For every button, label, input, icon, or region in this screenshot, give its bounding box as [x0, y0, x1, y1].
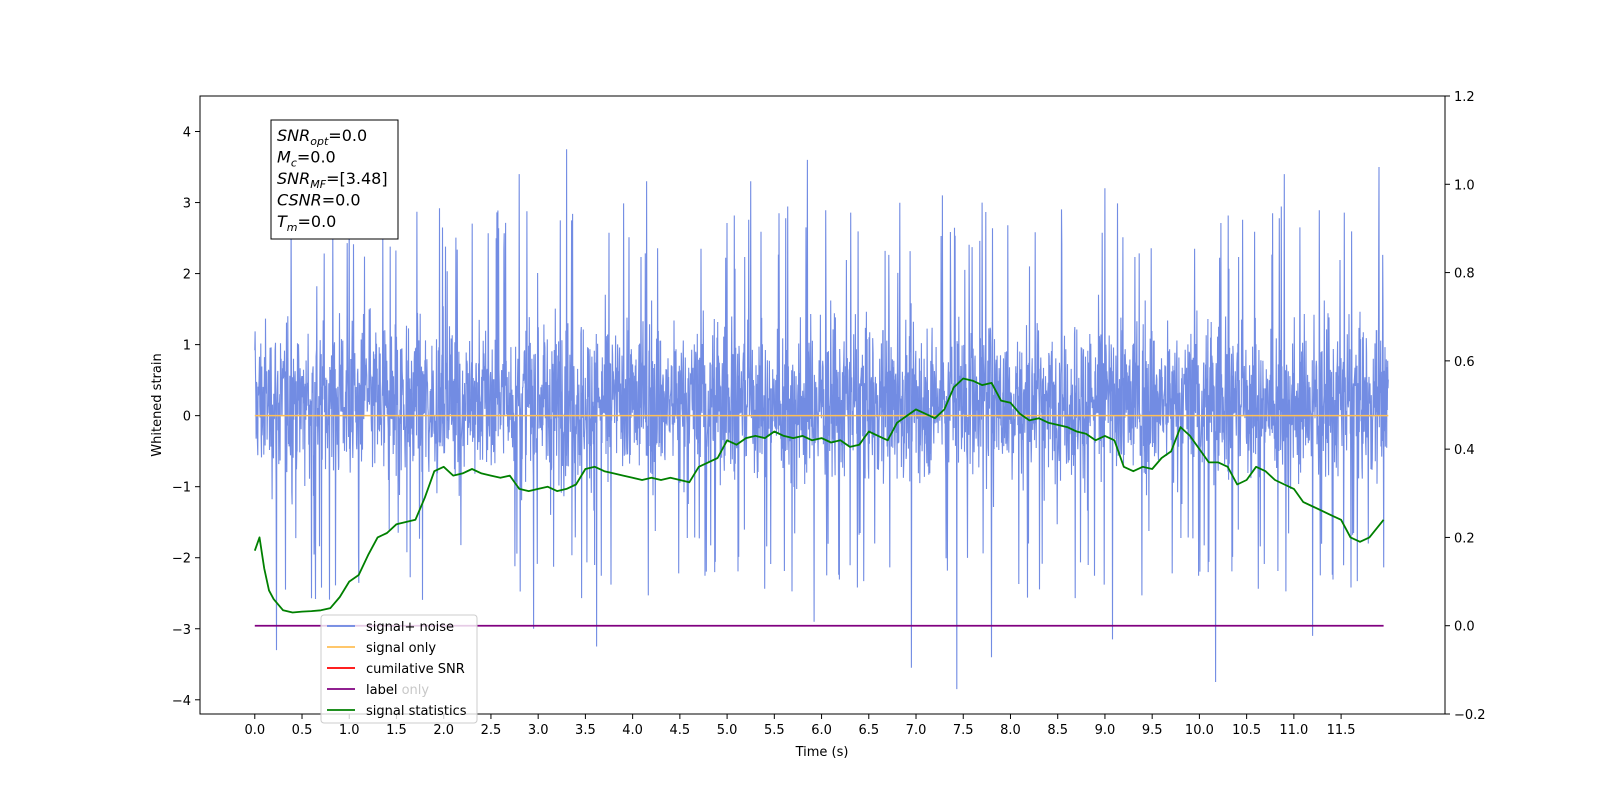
- y-axis-ticks: −4 −3 −2 −1 0 1 2 3 4: [172, 126, 200, 709]
- x-tick-label: 8.5: [1047, 723, 1068, 738]
- x-axis-ticks: 0.0 0.5 1.0 1.5 2.0 2.5 3.0 3.5 4.0 4.5 5.0 5.5 6.0 6…: [244, 714, 1356, 738]
- x-tick-label: 1.5: [386, 723, 407, 738]
- annotation-line: Tm=0.0: [277, 212, 336, 234]
- y-tick-label: 0: [183, 410, 191, 425]
- y-tick-label: 2: [183, 268, 191, 283]
- x-tick-label: 3.5: [575, 723, 596, 738]
- x-tick-label: 8.0: [1000, 723, 1021, 738]
- y2-tick-label: 0.0: [1454, 620, 1475, 635]
- legend-label: label: [366, 683, 397, 698]
- annotation-symbol: M: [277, 148, 291, 167]
- annotation-value: =0.0: [297, 148, 336, 167]
- x-tick-label: 10.0: [1185, 723, 1214, 738]
- annotation-line: SNRopt=0.0: [277, 126, 367, 148]
- annotation-symbol: CSNR: [277, 191, 322, 210]
- x-tick-label: 6.0: [811, 723, 832, 738]
- x-tick-label: 0.0: [244, 723, 265, 738]
- signal-statistics-line: [253, 377, 1385, 614]
- y-axis-label: Whitened strain: [150, 353, 165, 456]
- annotation-lines: SNRopt=0.0Mc=0.0SNRMF=[3.48]CSNR=0.0Tm=0…: [277, 126, 388, 234]
- x-tick-label: 11.0: [1279, 723, 1308, 738]
- signal-noise-trace: [254, 149, 1389, 690]
- annotation-symbol: SNR: [277, 169, 310, 188]
- annotation-value: =[3.48]: [326, 169, 388, 188]
- annotation-value: =0.0: [328, 126, 367, 145]
- annotation-line: SNRMF=[3.48]: [277, 169, 388, 191]
- x-tick-label: 7.0: [906, 723, 927, 738]
- y-tick-label: −1: [172, 481, 191, 496]
- x-tick-label: 4.0: [622, 723, 643, 738]
- annotation-subscript: opt: [310, 135, 329, 148]
- y2-axis-ticks: −0.2 0.0 0.2 0.4 0.6 0.8 1.0 1.2: [1445, 90, 1486, 723]
- x-tick-label: 0.5: [292, 723, 313, 738]
- x-tick-label: 9.5: [1142, 723, 1163, 738]
- y2-tick-label: 0.6: [1454, 355, 1475, 370]
- annotation-value: =0.0: [322, 191, 361, 210]
- y-tick-label: −4: [172, 694, 191, 709]
- x-tick-label: 9.0: [1095, 723, 1116, 738]
- annotation-line: Mc=0.0: [277, 148, 336, 170]
- annotation-subscript: m: [287, 221, 298, 234]
- x-tick-label: 1.0: [339, 723, 360, 738]
- annotation-box: SNRopt=0.0Mc=0.0SNRMF=[3.48]CSNR=0.0Tm=0…: [270, 119, 399, 240]
- y-tick-label: 1: [183, 339, 191, 354]
- y2-tick-label: −0.2: [1454, 708, 1486, 723]
- annotation-line: CSNR=0.0: [277, 191, 361, 210]
- y-tick-label: −2: [172, 552, 191, 567]
- annotation-value: =0.0: [298, 212, 337, 231]
- x-tick-label: 11.5: [1327, 723, 1356, 738]
- x-tick-label: 2.0: [433, 723, 454, 738]
- annotation-subscript: MF: [310, 178, 326, 191]
- x-tick-label: 5.0: [717, 723, 738, 738]
- y2-tick-label: 1.2: [1454, 90, 1475, 105]
- signal-noise-series: [254, 149, 1389, 690]
- annotation-subscript: c: [291, 157, 297, 170]
- x-axis-label: Time (s): [795, 745, 849, 760]
- annotation-symbol: T: [277, 212, 288, 231]
- legend-label: signal+ noise: [366, 620, 454, 635]
- legend-ghost-text: label only: [366, 683, 429, 698]
- axes-frame: [199, 95, 1446, 715]
- x-tick-label: 2.5: [481, 723, 502, 738]
- x-tick-label: 4.5: [670, 723, 691, 738]
- y2-tick-label: 0.2: [1454, 531, 1475, 546]
- y2-tick-label: 0.4: [1454, 443, 1475, 458]
- legend: label only signal+ noise signal only cumil…: [320, 614, 478, 724]
- y-tick-label: −3: [172, 623, 191, 638]
- x-tick-label: 7.5: [953, 723, 974, 738]
- x-tick-label: 6.5: [858, 723, 879, 738]
- x-tick-label: 5.5: [764, 723, 785, 738]
- legend-frame: [320, 614, 478, 724]
- y2-tick-label: 0.8: [1454, 267, 1475, 282]
- annotation-symbol: SNR: [277, 126, 310, 145]
- y-tick-label: 4: [183, 126, 191, 141]
- x-tick-label: 3.0: [528, 723, 549, 738]
- legend-label: signal statistics: [366, 704, 467, 719]
- x-tick-label: 10.5: [1232, 723, 1261, 738]
- annotation-frame: [270, 119, 399, 240]
- legend-label: signal only: [366, 641, 436, 656]
- y-tick-label: 3: [183, 197, 191, 212]
- legend-entries: signal+ noise signal only cumilative SNR la…: [327, 620, 467, 719]
- legend-label: cumilative SNR: [366, 662, 465, 677]
- y2-tick-label: 1.0: [1454, 178, 1475, 193]
